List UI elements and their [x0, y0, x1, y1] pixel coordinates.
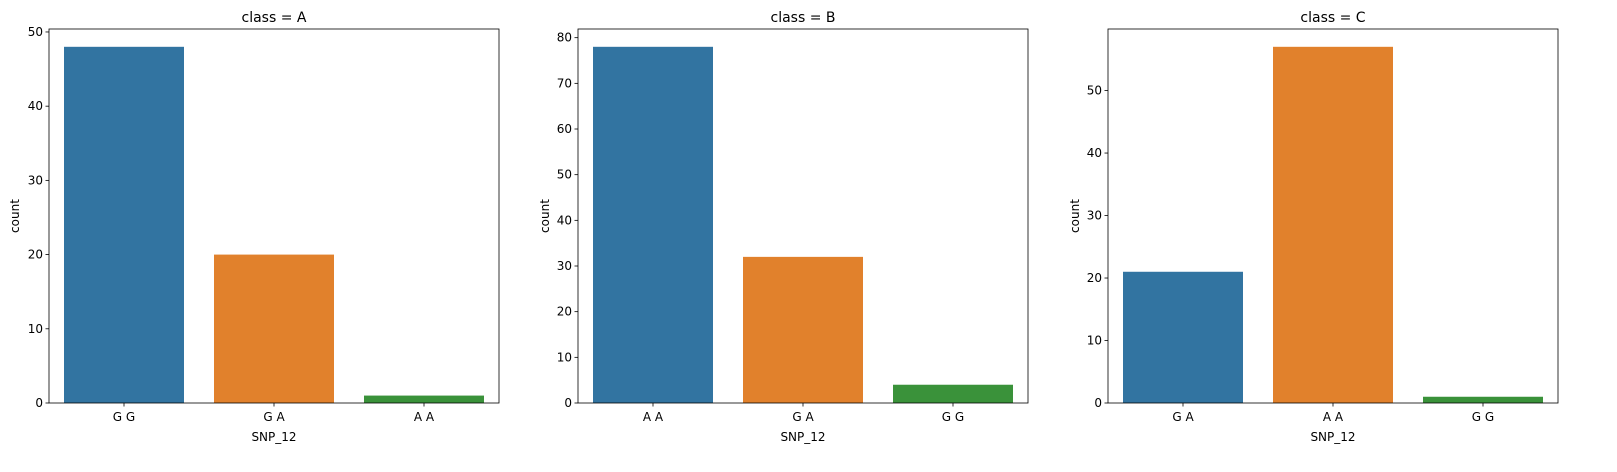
- x-tick-label: A A: [414, 410, 435, 424]
- y-tick-label: 10: [28, 322, 43, 336]
- subplot-3: 0 10 20 30 40 50 G A A A G G class = C SNP_12 count: [1068, 10, 1559, 444]
- y-axis-label: count: [8, 199, 22, 233]
- y-tick-label: 30: [1087, 209, 1102, 223]
- y-tick-label: 40: [28, 99, 43, 113]
- bar: [593, 46, 713, 404]
- x-axis-label: SNP_12: [1310, 430, 1355, 444]
- y-tick-label: 80: [557, 31, 572, 45]
- bar: [893, 384, 1013, 403]
- chart-title: class = B: [771, 10, 836, 26]
- y-tick-label: 60: [557, 122, 572, 136]
- y-tick-label: 50: [1087, 84, 1102, 98]
- y-tick-label: 40: [1087, 146, 1102, 160]
- subplot-1: 0 10 20 30 40 50 G G G A A A class = A SNP_12 count: [8, 10, 500, 444]
- x-axis-label: SNP_12: [780, 430, 825, 444]
- y-tick-label: 20: [1087, 271, 1102, 285]
- bar: [214, 254, 334, 403]
- chart-title: class = A: [242, 10, 307, 26]
- x-tick-label: A A: [643, 410, 664, 424]
- x-tick-label: G A: [263, 410, 285, 424]
- y-tick-label: 50: [28, 25, 43, 39]
- x-axis-label: SNP_12: [251, 430, 296, 444]
- bar: [364, 395, 484, 403]
- y-tick-label: 30: [557, 259, 572, 273]
- x-tick-label: G G: [942, 410, 964, 424]
- y-tick-label: 20: [28, 248, 43, 262]
- y-tick-label: 50: [557, 168, 572, 182]
- y-tick-label: 0: [1094, 396, 1102, 410]
- y-axis-label: count: [538, 199, 552, 233]
- x-tick-label: A A: [1323, 410, 1344, 424]
- subplot-2: 0 10 20 30 40 50 60 70 80 A A G A G G class = B SNP_1…: [538, 10, 1029, 444]
- bar: [743, 256, 863, 403]
- y-tick-label: 10: [557, 350, 572, 364]
- y-tick-label: 0: [35, 396, 43, 410]
- x-tick-label: G A: [1172, 410, 1194, 424]
- bar: [1423, 396, 1543, 403]
- y-tick-label: 30: [28, 173, 43, 187]
- bar: [1123, 271, 1243, 403]
- bar: [64, 46, 184, 404]
- x-tick-label: G G: [1472, 410, 1494, 424]
- y-tick-label: 0: [564, 396, 572, 410]
- bar: [1273, 46, 1393, 404]
- y-tick-label: 40: [557, 213, 572, 227]
- x-tick-label: G G: [113, 410, 135, 424]
- y-tick-label: 70: [557, 76, 572, 90]
- chart-title: class = C: [1300, 10, 1365, 26]
- y-tick-label: 20: [557, 305, 572, 319]
- y-tick-label: 10: [1087, 334, 1102, 348]
- x-tick-label: G A: [792, 410, 814, 424]
- y-axis-label: count: [1068, 199, 1082, 233]
